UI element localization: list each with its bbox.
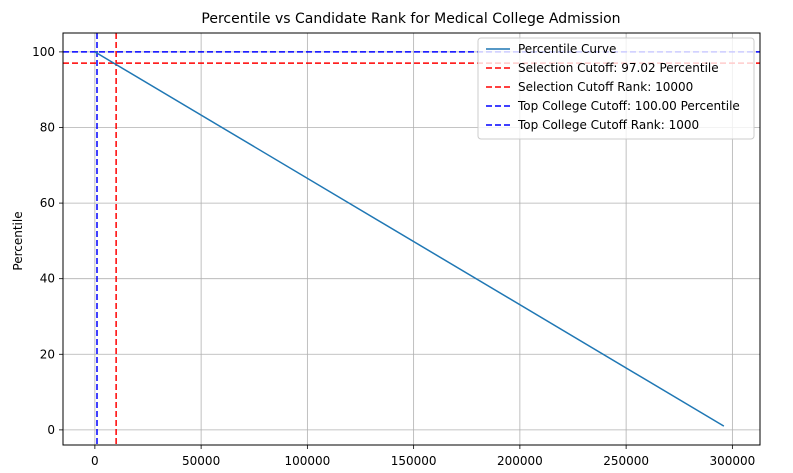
y-tick-label: 20: [40, 347, 55, 361]
legend-label: Selection Cutoff Rank: 10000: [518, 80, 693, 94]
legend-label: Top College Cutoff Rank: 1000: [517, 118, 699, 132]
x-tick-label: 0: [91, 454, 99, 468]
legend-label: Percentile Curve: [518, 42, 616, 56]
x-tick-label: 250000: [603, 454, 649, 468]
y-tick-label: 100: [32, 45, 55, 59]
legend-box: [477, 37, 755, 140]
legend-label: Top College Cutoff: 100.00 Percentile: [517, 99, 740, 113]
x-tick-label: 200000: [497, 454, 543, 468]
plot-area-frame: [62, 32, 761, 446]
legend: Percentile Curve Selection Cutoff: 97.02 …: [477, 37, 755, 140]
x-tick-label: 50000: [182, 454, 220, 468]
series-layer: [94, 51, 725, 427]
ticks: 0 50000 100000 150000 200000 250000 300000 0 20 4…: [32, 45, 755, 468]
y-tick-label: 0: [47, 423, 55, 437]
chart-title: Percentile vs Candidate Rank for Medical…: [201, 11, 620, 27]
x-tick-label: 150000: [391, 454, 437, 468]
y-axis-label: Percentile: [11, 211, 25, 270]
y-tick-label: 40: [40, 272, 55, 286]
y-tick-label: 60: [40, 196, 55, 210]
series-line: [94, 51, 725, 427]
y-tick-label: 80: [40, 120, 55, 134]
x-tick-label: 300000: [709, 454, 755, 468]
x-tick-label: 100000: [284, 454, 330, 468]
legend-label: Selection Cutoff: 97.02 Percentile: [518, 61, 719, 75]
